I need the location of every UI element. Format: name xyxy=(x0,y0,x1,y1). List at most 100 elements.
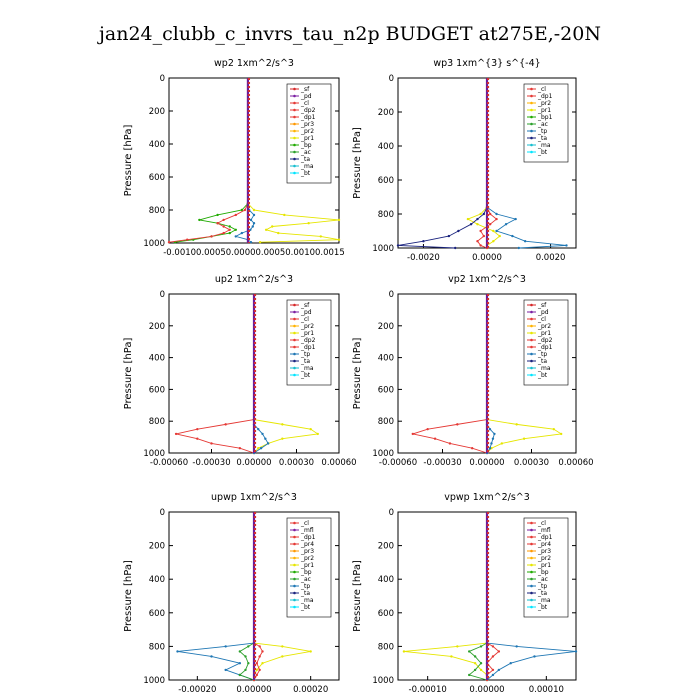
series-point xyxy=(281,645,284,648)
legend-marker xyxy=(293,598,296,602)
y-tick-label: 600 xyxy=(378,385,394,395)
series-point xyxy=(509,662,512,665)
legend-marker xyxy=(530,521,533,525)
series-line-pr1 xyxy=(486,419,563,454)
series-point xyxy=(238,673,242,677)
series-point xyxy=(251,225,254,228)
series-point xyxy=(234,235,237,238)
y-tick-label: 200 xyxy=(378,108,394,118)
y-tick-label: 800 xyxy=(378,642,394,652)
series-point xyxy=(247,662,250,665)
series-point xyxy=(426,427,429,431)
legend-label: _tp xyxy=(300,351,310,358)
y-tick-label: 400 xyxy=(149,140,165,150)
series-point xyxy=(238,662,242,665)
legend-label: _pr1 xyxy=(537,562,551,569)
y-tick-label: 600 xyxy=(378,176,394,186)
legend-label: _bt xyxy=(537,149,548,156)
x-tick-label: 0.00000 xyxy=(236,458,271,468)
panel-5: vpwp 1xm^2/s^3 Pressure [hPa] 0 200 400 600 80… xyxy=(352,492,578,695)
series-line-tp xyxy=(177,642,255,681)
series-point xyxy=(574,650,578,653)
series-line-dp1 xyxy=(175,419,255,454)
legend-marker xyxy=(293,352,296,356)
series-point xyxy=(222,225,225,228)
legend-label: _ma xyxy=(300,163,314,170)
legend-label: _tp xyxy=(537,128,547,135)
y-tick-label: 1000 xyxy=(372,676,394,686)
series-point xyxy=(271,225,274,228)
legend: _cl_mfl_dp1_pr4_pr3_pr2_pr1_bp_ac_tp_ta_… xyxy=(286,517,332,618)
y-tick-label: 0 xyxy=(389,290,394,300)
series-point xyxy=(504,223,508,226)
legend-label: _ma xyxy=(300,597,314,604)
y-tick-label: 800 xyxy=(149,206,165,216)
legend-marker xyxy=(293,345,296,349)
legend-box xyxy=(286,299,332,386)
x-tick-label: 0.00060 xyxy=(321,458,356,468)
x-tick-label: -0.00030 xyxy=(423,458,461,468)
series-point xyxy=(476,240,479,243)
legend: _sf_pd_cl_pr2_pr1_dp2_dp1_tp_ta_ma_bt xyxy=(523,299,569,386)
series-point xyxy=(493,432,496,436)
series-point xyxy=(488,427,492,431)
panels-container: wp2 1xm^2/s^3 Pressure [hPa] 0 200 400 600 800… xyxy=(123,58,594,695)
y-tick-label: 1000 xyxy=(372,449,394,459)
series-point xyxy=(515,423,518,426)
series-point xyxy=(468,650,471,653)
y-tick-label: 400 xyxy=(378,354,394,364)
series-line-ta xyxy=(397,207,488,249)
legend-marker xyxy=(293,303,296,307)
legend-marker xyxy=(293,87,296,91)
legend-label: _pd xyxy=(537,309,549,316)
legend-marker xyxy=(293,577,296,581)
series-point xyxy=(517,246,520,250)
legend-marker xyxy=(530,317,533,321)
legend-label: _sf xyxy=(300,302,310,309)
x-tick-label: -0.00010 xyxy=(409,685,447,695)
series-point xyxy=(228,231,231,235)
series-point xyxy=(257,427,260,431)
series-point xyxy=(216,213,219,217)
series-point xyxy=(482,212,486,216)
series-point xyxy=(247,645,250,648)
series-line-dp1 xyxy=(411,419,488,454)
x-tick-label: 0.00020 xyxy=(293,685,328,695)
legend-label: _dp2 xyxy=(300,107,316,114)
legend: _cl_mfl_dp1_pr4_pr3_pr2_pr1_bp_ac_tp_ta_… xyxy=(523,517,569,618)
figure-title: jan24_clubb_c_invrs_tau_n2p BUDGET at275… xyxy=(97,23,601,45)
x-tick-label: 0.00000 xyxy=(469,685,504,695)
series-point xyxy=(450,655,453,658)
legend-label: _bt xyxy=(537,372,548,379)
series-point xyxy=(258,240,262,244)
legend-label: _dp1 xyxy=(537,344,553,351)
legend-label: _tp xyxy=(537,583,547,590)
series-point xyxy=(319,235,322,238)
legend-marker xyxy=(530,150,533,154)
series-point xyxy=(491,673,495,677)
legend-marker xyxy=(293,528,296,532)
series-point xyxy=(448,442,452,445)
series-point xyxy=(447,234,451,238)
y-tick-label: 800 xyxy=(149,642,165,652)
legend-marker xyxy=(293,366,296,370)
legend-label: _bt xyxy=(300,372,311,379)
legend-label: _dp1 xyxy=(300,534,316,541)
legend-marker xyxy=(293,584,296,588)
legend-marker xyxy=(293,115,296,119)
y-tick-label: 0 xyxy=(389,74,394,84)
legend-marker xyxy=(530,584,533,588)
y-tick-label: 0 xyxy=(389,508,394,518)
legend-label: _ma xyxy=(537,597,551,604)
x-tick-label: -0.00060 xyxy=(150,458,188,468)
series-point xyxy=(281,437,284,440)
series-point xyxy=(277,231,280,235)
legend-marker xyxy=(530,122,533,126)
series-line-tp xyxy=(486,642,577,681)
series-point xyxy=(255,668,259,672)
legend-marker xyxy=(530,338,533,342)
legend-label: _dp2 xyxy=(300,337,316,344)
legend-label: _cl xyxy=(300,520,309,527)
legend-label: _ta xyxy=(537,358,547,365)
series-group xyxy=(411,294,563,455)
